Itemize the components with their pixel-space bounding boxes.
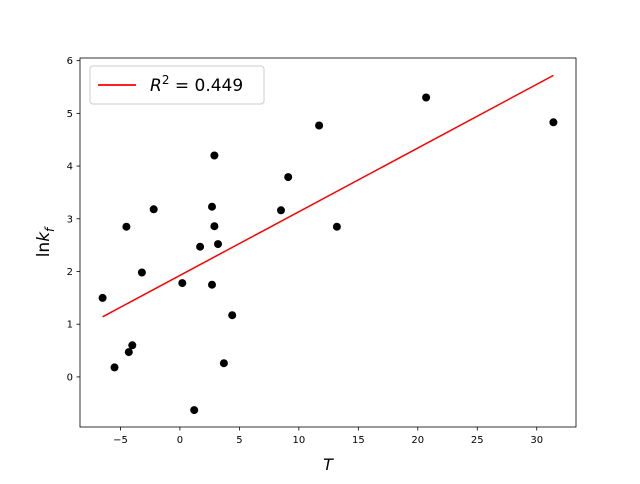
data-point <box>98 293 107 302</box>
plot-area <box>98 74 558 415</box>
data-point <box>228 311 237 320</box>
data-point <box>190 406 199 415</box>
legend-label-var: R <box>150 76 162 96</box>
data-point <box>210 222 219 231</box>
y-tick-label: 5 <box>67 109 73 120</box>
legend: R2 = 0.449 <box>89 65 265 105</box>
y-tick-label: 6 <box>67 56 73 67</box>
x-tick-label: 30 <box>530 435 543 446</box>
data-point <box>122 222 131 231</box>
x-tick-label: 5 <box>236 435 242 446</box>
x-tick-label: 15 <box>352 435 365 446</box>
data-point <box>208 280 216 289</box>
data-point <box>208 202 216 211</box>
data-point <box>137 268 146 277</box>
y-tick-label: 2 <box>67 267 73 278</box>
y-axis-label-var: k <box>34 231 54 242</box>
data-point <box>110 363 119 372</box>
data-point <box>277 206 285 215</box>
y-axis-label-base: ln <box>34 242 54 258</box>
x-tick-label: 25 <box>471 435 484 446</box>
data-point <box>284 173 293 182</box>
data-point <box>196 242 205 251</box>
y-tick-label: 3 <box>67 214 73 225</box>
data-point <box>210 151 219 160</box>
data-point <box>149 205 158 214</box>
y-tick-label: 0 <box>67 372 73 383</box>
legend-label-sup: 2 <box>162 73 170 87</box>
x-tick-label: 20 <box>411 435 424 446</box>
x-tick-label: 10 <box>292 435 305 446</box>
axes-frame <box>79 57 577 428</box>
x-tick-label: 0 <box>177 435 183 446</box>
x-axis-label: T <box>323 455 334 474</box>
data-point <box>332 222 341 231</box>
y-tick-label: 4 <box>67 162 73 173</box>
x-tick-label: −5 <box>113 435 128 446</box>
y-axis-label: lnkf <box>34 226 57 257</box>
data-point <box>315 121 324 130</box>
legend-label: R2 = 0.449 <box>150 73 243 96</box>
data-point <box>219 359 228 368</box>
data-point <box>128 341 137 350</box>
data-point <box>178 279 187 288</box>
data-point <box>549 118 558 127</box>
data-point <box>214 240 222 249</box>
y-tick-label: 1 <box>67 320 73 331</box>
data-point <box>422 93 431 102</box>
data-point <box>124 348 133 357</box>
y-axis-label-sub: f <box>43 226 57 232</box>
legend-box <box>89 65 265 105</box>
legend-label-value: = 0.449 <box>169 76 243 96</box>
regression-line <box>102 74 554 318</box>
